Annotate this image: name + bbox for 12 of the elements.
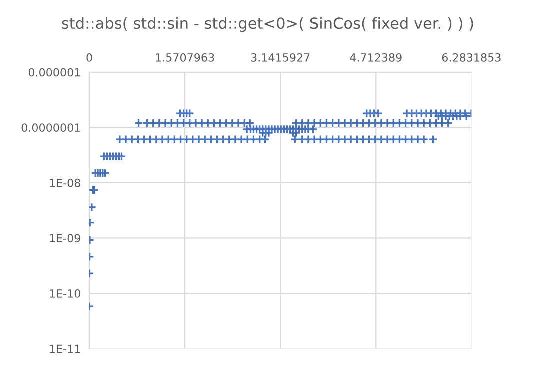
x-tick-label: 3.1415927	[251, 53, 310, 62]
x-tick-label: 4.712389	[350, 53, 402, 62]
y-tick-label: 1E-10	[50, 290, 80, 298]
y-tick-label: 0.0000001	[22, 124, 80, 132]
x-tick-label: 0	[86, 53, 92, 62]
y-tick-label: 1E-11	[50, 344, 80, 354]
x-tick-label: 1.5707963	[156, 53, 214, 62]
y-tick-label: 1E-08	[50, 178, 80, 188]
y-tick-label: 0.000001	[28, 68, 80, 77]
x-tick-label: 6.2831853	[442, 53, 501, 62]
y-tick-label: 1E-09	[50, 234, 80, 243]
chart-title: std::abs( std::sin - std::get<0>( SinCos( fixed ver. ) ) )	[62, 17, 474, 32]
